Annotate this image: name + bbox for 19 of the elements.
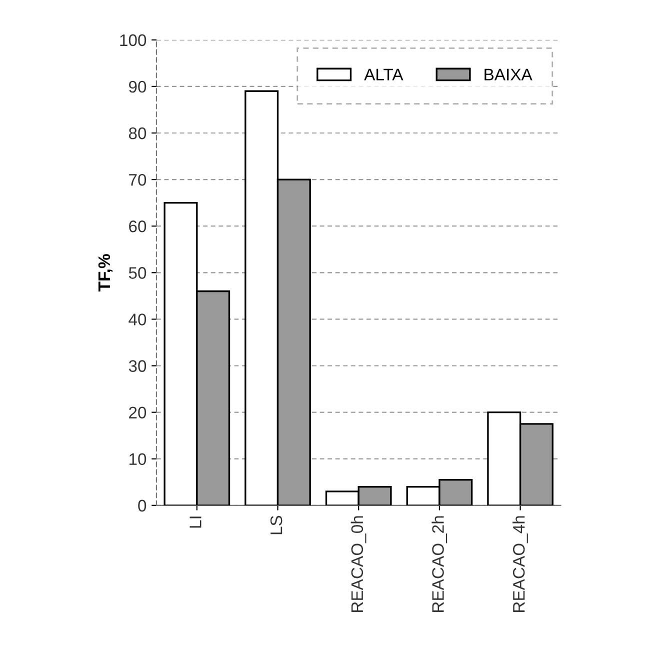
y-tick-label: 30 (128, 360, 146, 372)
y-tick-label: 10 (129, 453, 146, 466)
y-tick-label: 0 (138, 500, 146, 512)
y-tick-label: 20 (129, 406, 146, 419)
legend-label: ALTA (364, 68, 404, 80)
x-tick-label: LI (190, 516, 202, 528)
y-tick-label: 70 (129, 174, 146, 186)
legend-label: BAIXA (484, 68, 532, 80)
y-tick-label: 60 (129, 220, 146, 232)
y-tick-label: 80 (128, 127, 146, 140)
y-tick-label: 40 (128, 314, 146, 326)
x-tick-label: REACAO_4h (512, 516, 528, 612)
x-tick-label: REACAO_2h (432, 516, 448, 612)
y-tick-label: 50 (128, 267, 146, 279)
y-axis-title: TF,% (98, 254, 113, 292)
x-tick-label: REACAO_0h (350, 516, 366, 612)
x-tick-label: LS (270, 516, 282, 534)
y-tick-label: 100 (120, 34, 146, 46)
y-tick-label: 90 (129, 80, 146, 93)
